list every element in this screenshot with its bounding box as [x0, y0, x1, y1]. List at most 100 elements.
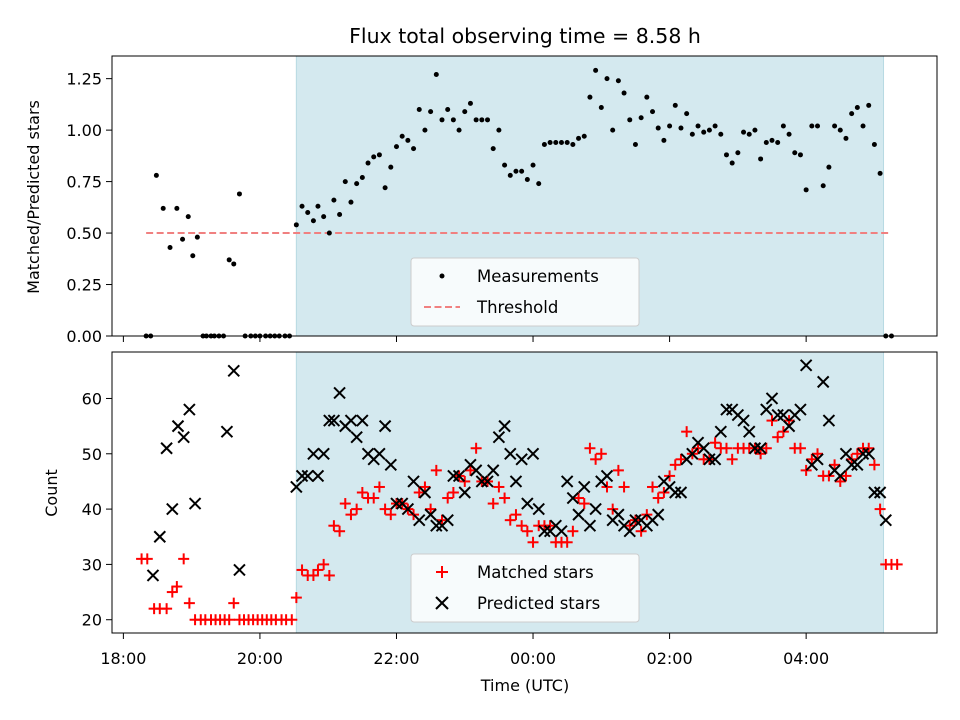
measurement-point [305, 209, 311, 215]
predicted-star-point [356, 414, 369, 427]
predicted-star-point [856, 447, 870, 460]
matched-star-point [777, 426, 789, 438]
predicted-star-point [153, 530, 167, 543]
matched-star-point [368, 492, 380, 504]
matched-stars-points [136, 415, 903, 626]
measurement-point [376, 152, 382, 158]
predicted-marker-b [720, 403, 733, 416]
predicted-marker-b [760, 403, 773, 416]
predicted-marker-b [725, 403, 739, 416]
predicted-marker-b [521, 497, 534, 510]
measurement-point [678, 125, 684, 131]
legend-measurement-marker [439, 273, 445, 279]
measurement-point [502, 162, 508, 168]
predicted-marker-b [452, 469, 466, 483]
measurement-point [439, 117, 445, 123]
y-tick-label: 40 [82, 500, 102, 519]
predicted-marker-b [233, 563, 246, 577]
predicted-star-point [612, 508, 625, 521]
bottom-x-ticks: 18:00 20:00 22:00 00:00 02:00 04:00 [100, 633, 829, 668]
measurement-point [174, 205, 180, 211]
measurement-point [547, 139, 553, 145]
predicted-star-point [794, 403, 807, 416]
predicted-star-point [720, 403, 733, 416]
measurement-point [299, 203, 305, 209]
predicted-star-point [413, 513, 426, 527]
measurement-point [718, 131, 724, 137]
y-tick-label: 0.25 [66, 276, 102, 295]
matched-star-point [356, 487, 368, 498]
top-panel: 0.00 0.25 0.50 0.75 1.00 1.25 Matched/Predict… [24, 55, 938, 346]
measurement-point [167, 244, 173, 250]
legend-predicted-label: Predicted stars [477, 594, 600, 613]
measurement-point [712, 123, 718, 129]
measurement-point [490, 146, 496, 152]
predicted-marker-b [839, 447, 853, 460]
matched-star-point [635, 525, 647, 537]
predicted-marker-b [301, 469, 314, 483]
predicted-marker-b [475, 475, 489, 488]
measurement-point [610, 127, 616, 133]
predicted-marker-b [526, 447, 540, 460]
measurement-point [564, 139, 570, 145]
matched-star-point [223, 614, 235, 626]
predicted-marker-b [407, 475, 420, 488]
measurement-point [746, 131, 752, 137]
predicted-marker-b [295, 469, 309, 483]
measurement-point [849, 111, 855, 117]
measurement-point [621, 90, 627, 96]
measurement-point [348, 199, 354, 205]
predicted-star-point [521, 497, 534, 510]
predicted-star-point [486, 464, 500, 477]
matched-star-point [794, 442, 806, 454]
predicted-marker-b [634, 513, 648, 527]
measurement-point [450, 117, 456, 123]
predicted-star-point [492, 430, 506, 444]
measurement-point [832, 123, 838, 129]
matched-star-point [868, 459, 880, 471]
measurement-point [479, 117, 485, 123]
measurement-point [536, 181, 542, 187]
measurement-point [467, 100, 473, 106]
predicted-star-point [538, 525, 551, 538]
predicted-marker-b [816, 375, 830, 389]
matched-star-point [436, 514, 448, 526]
measurement-point [354, 181, 360, 187]
predicted-marker-b [856, 447, 870, 460]
predicted-star-point [566, 491, 580, 505]
matched-star-point [385, 509, 397, 521]
predicted-star-point [851, 458, 864, 472]
legend-threshold-label: Threshold [476, 298, 558, 317]
predicted-marker-b [356, 414, 369, 427]
predicted-marker-b [227, 364, 240, 378]
y-tick-label: 60 [82, 389, 102, 408]
y-tick-label: 20 [82, 611, 102, 630]
predicted-star-point [166, 502, 179, 516]
predicted-star-point [430, 519, 443, 532]
matched-star-point [307, 569, 319, 581]
predicted-marker-b [378, 419, 392, 433]
y-tick-label: 0.50 [66, 224, 102, 243]
matched-star-point [419, 481, 431, 493]
predicted-star-point [583, 519, 597, 532]
predicted-marker-b [515, 453, 528, 466]
predicted-star-point [307, 447, 320, 460]
measurement-point [541, 142, 547, 148]
predicted-marker-b [777, 408, 790, 422]
predicted-star-point [441, 513, 454, 527]
predicted-marker-b [307, 447, 320, 460]
measurement-point [871, 142, 877, 148]
legend-measurements-label: Measurements [477, 267, 599, 286]
top-y-ticks: 0.00 0.25 0.50 0.75 1.00 1.25 [66, 70, 112, 346]
measurement-point [695, 123, 701, 129]
predicted-star-point [879, 513, 893, 527]
matched-star-point [447, 487, 459, 498]
predicted-marker-b [486, 464, 500, 477]
predicted-marker-b [424, 508, 437, 521]
matched-star-point [183, 597, 195, 609]
measurement-point [371, 154, 377, 160]
measurement-point [331, 197, 337, 203]
matched-star-point [669, 459, 681, 471]
predicted-marker-b [311, 469, 325, 483]
predicted-star-point [327, 414, 341, 427]
